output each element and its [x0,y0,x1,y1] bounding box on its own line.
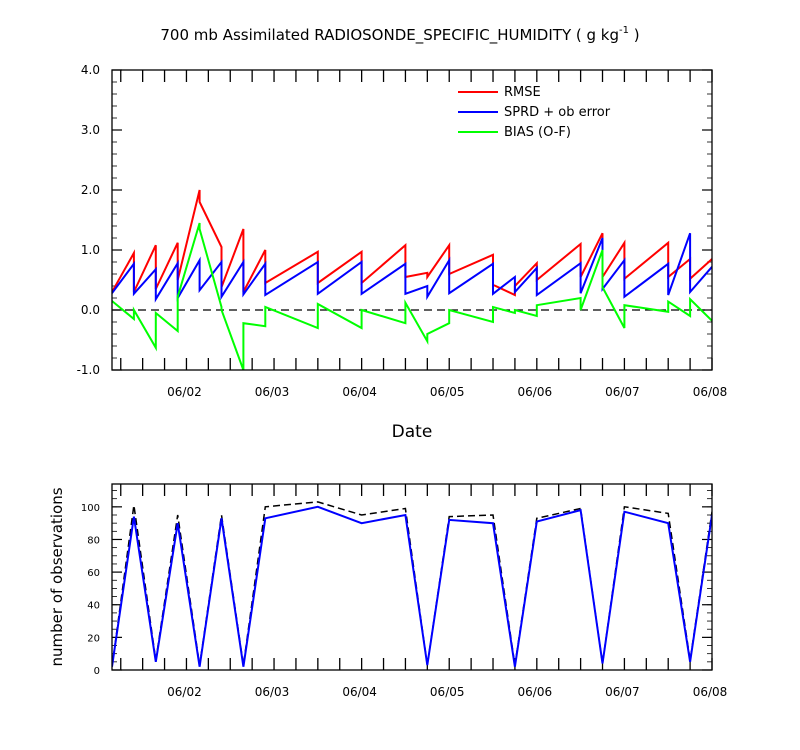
series-line-bias-o-f- [112,222,712,371]
chart-title: 700 mb Assimilated RADIOSONDE_SPECIFIC_H… [160,25,639,45]
y-tick-label: 0.0 [81,303,100,317]
x-tick-label: 06/04 [342,385,377,399]
legend-label: BIAS (O-F) [504,125,571,140]
x-tick-label: 06/03 [255,385,290,399]
x-tick-label: 06/03 [255,685,290,699]
y-tick-label: 20 [87,633,100,644]
legend-label: SPRD + ob error [504,105,611,120]
y-tick-label: 1.0 [81,243,100,257]
y-tick-label: -1.0 [77,363,100,377]
legend-label: RMSE [504,85,541,100]
series-line-sprd-ob-error [112,232,712,303]
chart-title-main: 700 mb Assimilated RADIOSONDE_SPECIFIC_H… [160,26,619,45]
x-tick-label: 06/04 [342,685,377,699]
y-tick-label: 0 [94,666,100,677]
x-tick-label: 06/05 [430,685,465,699]
x-tick-label: 06/06 [518,385,553,399]
y-tick-label: 80 [87,535,100,546]
y-tick-label: 60 [87,568,100,579]
x-tick-label: 06/05 [430,385,465,399]
x-tick-label: 06/07 [605,385,640,399]
chart-title-superscript: -1 [619,25,629,36]
series-line-obs-used [112,505,712,667]
y-tick-label: 2.0 [81,183,100,197]
series-group [112,501,712,667]
y-axis-label: number of observations [48,487,66,666]
x-axis-label: Date [392,422,433,442]
x-tick-label: 06/08 [693,385,728,399]
x-tick-label: 06/02 [167,685,202,699]
y-tick-label: 40 [87,601,100,612]
plot-panel-2: 0 20 40 60 80 100 06/02 06/03 06/04 06/05 06/06 06/… [81,483,728,699]
series-group [112,189,712,371]
x-tick-label: 06/07 [605,685,640,699]
plot-frame [111,69,713,371]
x-tick-label: 06/02 [167,385,202,399]
series-line-rmse [112,189,712,297]
plot-panel-1: -1.0 0.0 1.0 2.0 3.0 4.0 06/02 06/03 06/04 06/05 0… [77,63,728,399]
y-tick-label: 4.0 [81,63,100,77]
chart-title-end: ) [629,26,640,44]
plot-frame [111,483,713,671]
x-tick-label: 06/06 [518,685,553,699]
y-tick-label: 3.0 [81,123,100,137]
y-tick-label: 100 [81,503,100,514]
x-tick-label: 06/08 [693,685,728,699]
legend: RMSE SPRD + ob error BIAS (O-F) [458,85,611,140]
